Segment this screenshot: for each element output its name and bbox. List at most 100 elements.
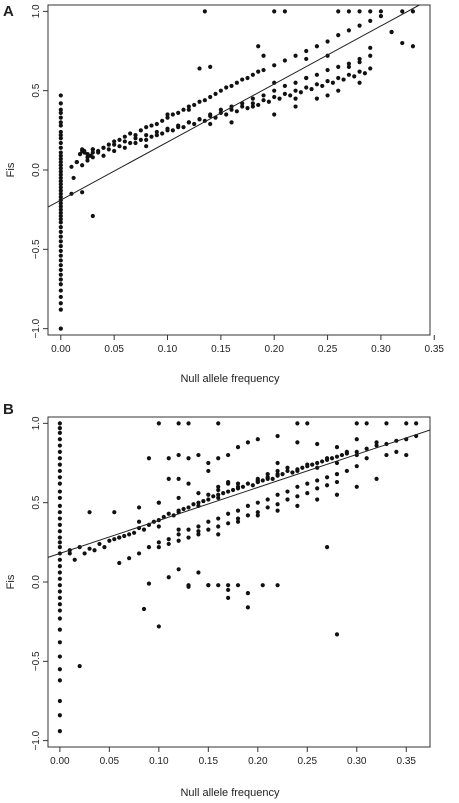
data-point-b: [166, 456, 171, 461]
data-point-b: [295, 421, 300, 426]
data-point-b: [191, 502, 196, 507]
data-point-a: [218, 107, 223, 112]
data-point-a: [74, 159, 79, 165]
data-point-b: [315, 460, 320, 466]
data-point-b: [384, 421, 389, 426]
data-point-b: [206, 527, 211, 532]
data-point-b: [57, 678, 62, 683]
data-point-a: [282, 83, 287, 89]
data-point-a: [58, 248, 63, 254]
x-tick-label-a: 0.00: [51, 344, 71, 355]
data-point-b: [295, 494, 300, 499]
data-point-a: [218, 88, 223, 93]
data-point-b: [216, 487, 221, 493]
data-point-b: [275, 502, 280, 507]
data-point-a: [71, 175, 76, 181]
data-point-a: [304, 85, 309, 90]
data-point-b: [201, 498, 206, 504]
data-point-b: [57, 426, 62, 431]
data-point-a: [336, 33, 341, 38]
data-point-b: [57, 510, 62, 515]
data-point-b: [57, 503, 62, 508]
data-point-a: [357, 23, 362, 28]
data-point-a: [160, 118, 165, 123]
data-point-a: [128, 131, 133, 136]
data-point-b: [141, 606, 147, 612]
data-point-b: [245, 605, 251, 610]
data-point-a: [240, 104, 245, 109]
data-point-a: [330, 80, 335, 85]
data-point-a: [77, 152, 83, 157]
data-point-a: [58, 217, 63, 222]
data-point-a: [85, 155, 90, 160]
data-point-a: [282, 9, 287, 14]
data-point-b: [57, 449, 62, 455]
y-tick-label-a: 0.5: [31, 83, 42, 97]
data-point-a: [133, 140, 138, 146]
data-point-b: [206, 492, 211, 497]
data-point-b: [305, 491, 310, 496]
data-point-b: [226, 583, 231, 588]
data-point-b: [211, 494, 216, 499]
data-point-a: [160, 131, 165, 136]
data-point-a: [357, 56, 362, 62]
data-point-b: [216, 484, 221, 489]
data-point-a: [58, 129, 63, 135]
data-point-b: [265, 476, 270, 481]
data-point-a: [181, 125, 186, 130]
data-point-a: [325, 67, 330, 73]
data-point-a: [58, 288, 63, 293]
x-tick-label-b: 0.35: [397, 756, 417, 767]
panel-a: A 0.00 0.05 0.10 0.15 0.20 0.25 0.30 0.35 −1.0−…: [3, 3, 444, 385]
data-point-b: [146, 581, 152, 586]
data-point-a: [96, 150, 101, 155]
data-point-a: [400, 40, 405, 46]
plot-frame-a: [47, 4, 431, 336]
data-point-a: [144, 125, 149, 130]
data-point-a: [325, 93, 330, 98]
data-point-b: [196, 500, 201, 505]
x-tick-label-b: 0.10: [149, 756, 169, 767]
data-point-a: [58, 253, 63, 258]
data-point-b: [196, 570, 201, 575]
x-tick-label-a: 0.05: [104, 344, 124, 355]
y-tick-label-b: 0.0: [31, 575, 42, 589]
data-point-a: [58, 182, 63, 187]
data-point-b: [156, 524, 161, 529]
data-point-a: [58, 110, 63, 115]
data-point-b: [131, 530, 137, 535]
panel-letter-b: B: [3, 401, 14, 418]
panel-letter-a: A: [3, 3, 14, 20]
data-point-a: [69, 164, 74, 169]
data-point-a: [170, 112, 175, 117]
data-point-a: [58, 277, 63, 282]
data-point-a: [122, 134, 127, 139]
data-point-a: [208, 113, 213, 119]
data-point-a: [336, 75, 341, 81]
x-tick-label-a: 0.30: [371, 344, 391, 355]
x-tick-label-a: 0.35: [425, 344, 445, 355]
data-point-b: [57, 595, 62, 600]
data-point-b: [374, 443, 379, 448]
data-point-b: [354, 421, 359, 426]
data-point-a: [293, 96, 298, 101]
data-point-b: [260, 478, 265, 483]
data-point-b: [260, 583, 265, 588]
data-point-a: [288, 93, 293, 98]
data-point-b: [57, 583, 62, 588]
data-point-b: [275, 583, 280, 588]
data-point-b: [235, 445, 241, 450]
data-point-a: [58, 225, 63, 230]
data-point-b: [206, 519, 211, 524]
data-point-b: [57, 616, 62, 621]
data-point-a: [58, 204, 63, 209]
data-point-b: [324, 456, 330, 461]
data-point-a: [197, 117, 202, 122]
data-point-b: [235, 508, 241, 513]
data-point-b: [216, 421, 221, 426]
data-point-a: [58, 107, 63, 112]
data-point-a: [176, 123, 181, 128]
data-point-b: [295, 484, 300, 489]
data-point-a: [106, 147, 111, 152]
data-point-b: [324, 544, 330, 550]
